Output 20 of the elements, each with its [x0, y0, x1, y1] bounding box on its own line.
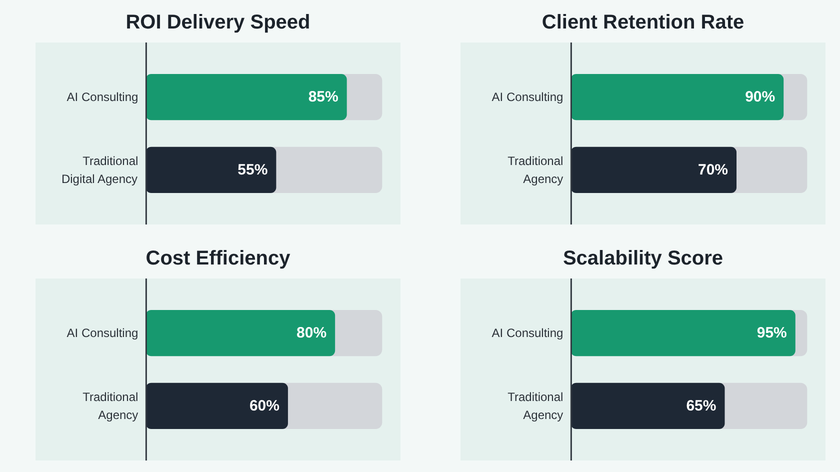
y-tick-label: AI Consulting [66, 90, 138, 104]
data-label: 80% [296, 324, 327, 342]
chart-title: ROI Delivery Speed [126, 12, 310, 34]
data-label: 55% [238, 161, 268, 178]
y-tick-label: AI Consulting [66, 326, 138, 340]
chart-title: Cost Efficiency [146, 248, 292, 270]
data-label: 90% [745, 88, 776, 106]
y-tick-label: Traditional Agency [508, 154, 564, 186]
data-label: 60% [249, 397, 280, 414]
chart-title: Scalability Score [562, 248, 724, 270]
chart-title: Client Retention Rate [542, 12, 744, 34]
data-label: 65% [686, 397, 716, 414]
y-tick-label: Traditional Digital Agency [61, 154, 138, 186]
y-tick-label: AI Consulting [492, 90, 564, 104]
data-label: 70% [698, 161, 728, 178]
data-label: 95% [756, 324, 787, 342]
data-label: 85% [308, 88, 338, 106]
y-tick-label: Traditional Agency [508, 390, 564, 422]
y-tick-label: Traditional Agency [82, 390, 138, 422]
y-tick-label: AI Consulting [492, 326, 564, 340]
